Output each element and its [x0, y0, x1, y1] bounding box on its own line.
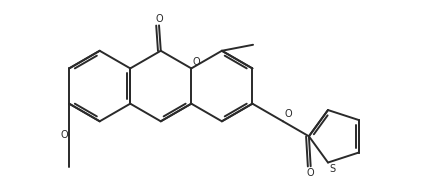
Text: O: O [61, 130, 68, 140]
Text: S: S [330, 164, 336, 174]
Text: O: O [155, 14, 163, 24]
Text: O: O [284, 109, 291, 119]
Text: O: O [307, 168, 315, 178]
Text: O: O [192, 57, 200, 67]
